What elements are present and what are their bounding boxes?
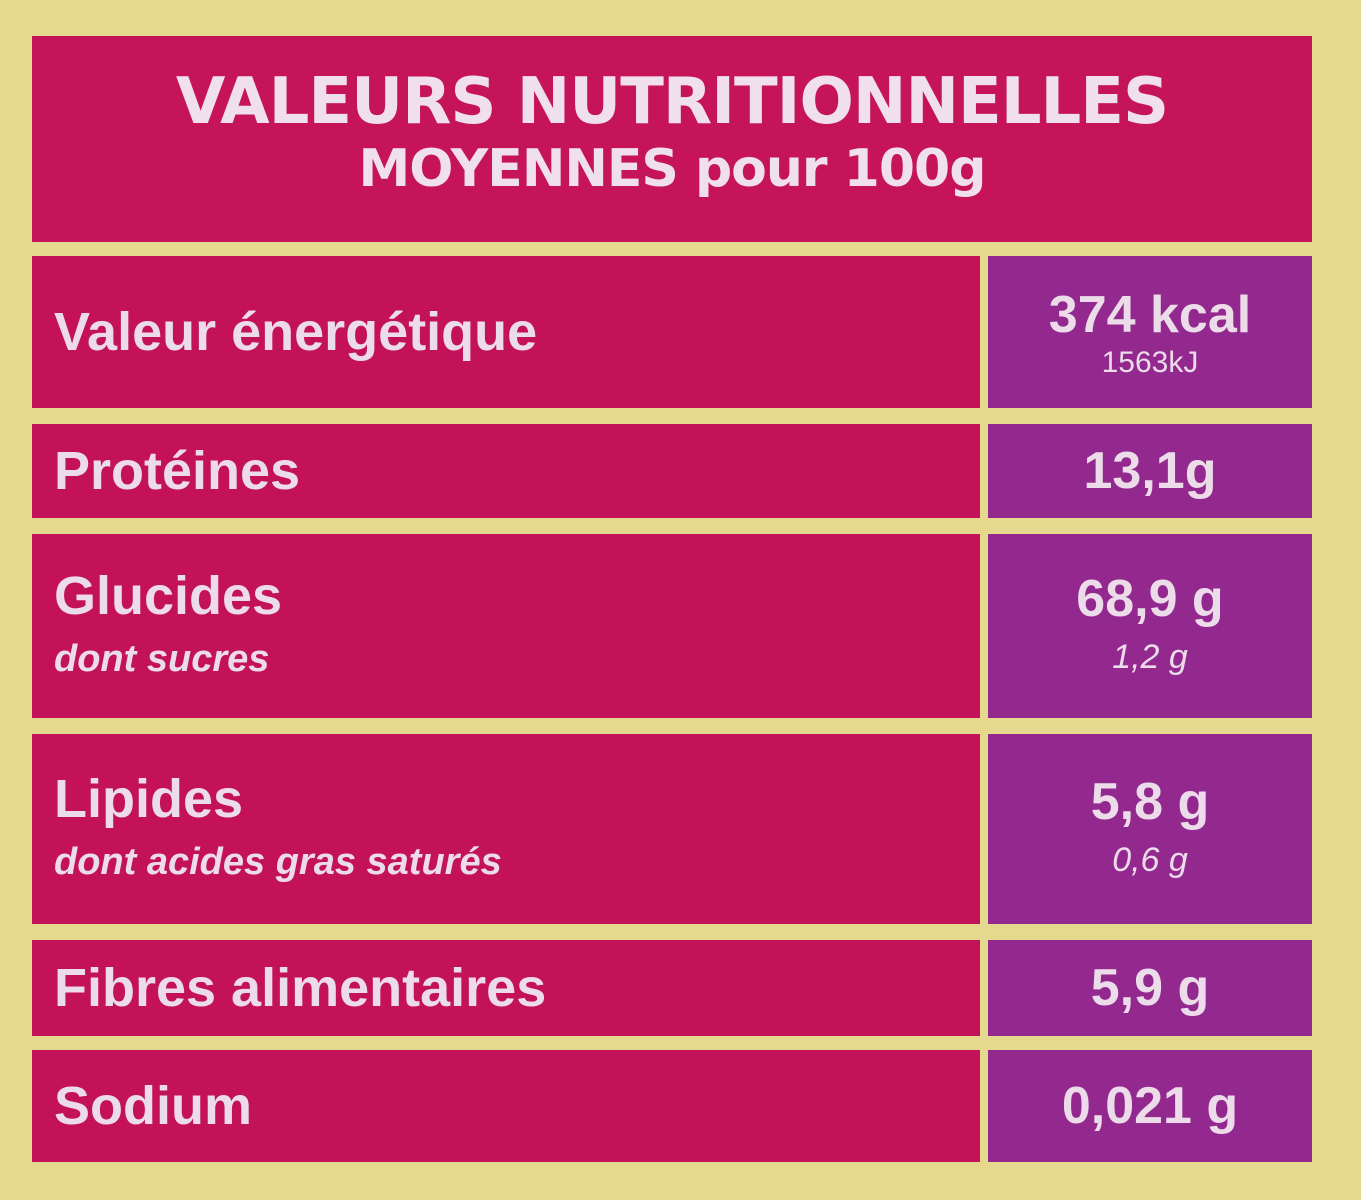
sub-value: 1,2 g bbox=[1112, 638, 1188, 676]
value-cell: 13,1g bbox=[988, 424, 1312, 518]
value-cell: 5,9 g bbox=[988, 940, 1312, 1036]
row: Glucides dont sucres 68,9 g 1,2 g bbox=[32, 534, 1312, 718]
label-cell: Fibres alimentaires bbox=[32, 940, 980, 1036]
row: Lipides dont acides gras saturés 5,8 g 0,6… bbox=[32, 734, 1312, 924]
label-cell: Protéines bbox=[32, 424, 980, 518]
value: 13,1g bbox=[1083, 442, 1217, 500]
value: 68,9 g bbox=[1076, 570, 1224, 628]
title: VALEURS NUTRITIONNELLES bbox=[175, 65, 1169, 139]
sub-value: 0,6 g bbox=[1112, 841, 1188, 879]
row: Sodium 0,021 g bbox=[32, 1050, 1312, 1162]
label-cell: Sodium bbox=[32, 1050, 980, 1162]
label-cell: Glucides dont sucres bbox=[32, 534, 980, 718]
row: Valeur énergétique 374 kcal 1563kJ bbox=[32, 256, 1312, 408]
sub-label: dont sucres bbox=[54, 638, 270, 680]
value-cell: 0,021 g bbox=[988, 1050, 1312, 1162]
label: Sodium bbox=[54, 1076, 252, 1136]
label-cell: Valeur énergétique bbox=[32, 256, 980, 408]
subtitle: MOYENNES pour 100g bbox=[32, 138, 1312, 200]
label: Lipides bbox=[54, 769, 244, 829]
label: Glucides bbox=[54, 566, 283, 626]
subtitle-rest: pour 100g bbox=[694, 139, 986, 199]
sub-label: dont acides gras saturés bbox=[54, 841, 502, 883]
value-cell: 5,8 g 0,6 g bbox=[988, 734, 1312, 924]
label: Valeur énergétique bbox=[54, 302, 538, 362]
value: 5,8 g bbox=[1090, 773, 1210, 831]
value-cell: 68,9 g 1,2 g bbox=[988, 534, 1312, 718]
subtitle-bold: MOYENNES bbox=[358, 139, 679, 199]
value: 5,9 g bbox=[1090, 959, 1210, 1017]
label: Protéines bbox=[54, 441, 301, 501]
value-cell: 374 kcal 1563kJ bbox=[988, 256, 1312, 408]
sub-value: 1563kJ bbox=[1101, 346, 1199, 379]
value: 0,021 g bbox=[1061, 1077, 1239, 1135]
label: Fibres alimentaires bbox=[54, 958, 547, 1018]
row: Protéines 13,1g bbox=[32, 424, 1312, 518]
header: VALEURS NUTRITIONNELLES MOYENNES pour 10… bbox=[32, 36, 1312, 242]
value: 374 kcal bbox=[1048, 286, 1252, 344]
label-cell: Lipides dont acides gras saturés bbox=[32, 734, 980, 924]
row: Fibres alimentaires 5,9 g bbox=[32, 940, 1312, 1036]
